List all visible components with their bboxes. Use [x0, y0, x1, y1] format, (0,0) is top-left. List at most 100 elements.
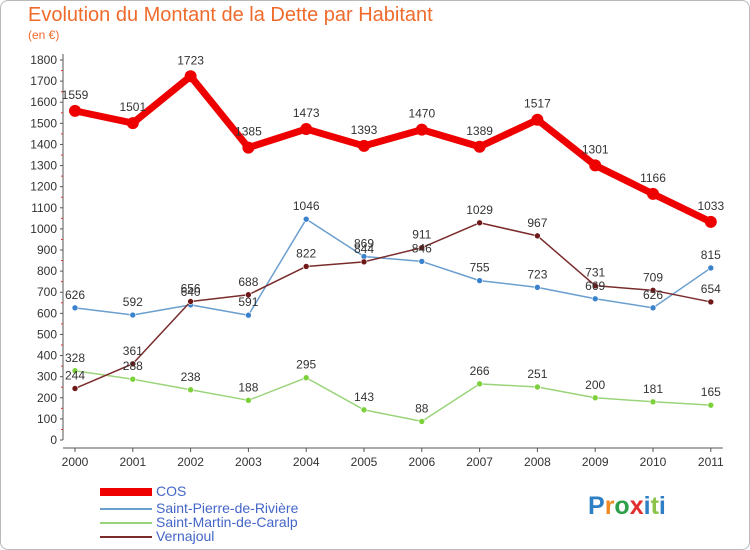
- data-label-0: 1301: [582, 142, 609, 156]
- series-point-2: [418, 418, 426, 425]
- legend-swatch: [100, 508, 152, 510]
- series-point-0: [358, 139, 370, 152]
- series-point-0: [300, 123, 313, 136]
- data-label-3: 1029: [466, 203, 493, 217]
- series-point-0: [126, 117, 139, 130]
- data-label-1: 640: [181, 285, 201, 299]
- series-point-1: [245, 311, 252, 319]
- logo-letter: i: [643, 492, 651, 520]
- y-tick-label: 1000: [30, 222, 57, 236]
- data-label-0: 1389: [466, 124, 493, 138]
- y-tick-label: 100: [37, 412, 57, 426]
- data-label-2: 266: [470, 364, 490, 378]
- series-point-3: [418, 244, 426, 251]
- data-label-0: 1517: [524, 97, 551, 111]
- y-tick-label: 600: [37, 306, 57, 320]
- data-label-1: 669: [585, 279, 605, 293]
- series-point-2: [129, 375, 137, 383]
- x-tick-label: 2003: [235, 455, 262, 469]
- data-label-0: 1033: [697, 199, 724, 213]
- series-point-1: [476, 277, 483, 284]
- chart-data-labels: 1559 1501 1723 1385 1473 1393 1470 1389 1517 1301…: [62, 53, 725, 415]
- logo-letter: P: [588, 492, 605, 520]
- data-label-2: 238: [181, 370, 201, 384]
- legend-label: COS: [156, 483, 187, 499]
- series-point-1: [591, 295, 599, 303]
- y-tick-label: 1800: [30, 53, 57, 67]
- x-tick-label: 2008: [524, 455, 551, 469]
- proxiti-logo: Proxiti: [588, 492, 666, 521]
- y-tick-label: 300: [37, 370, 57, 384]
- y-tick-label: 400: [37, 349, 57, 363]
- y-tick-label: 500: [37, 327, 57, 341]
- data-label-0: 1501: [119, 100, 146, 114]
- data-label-3: 654: [701, 282, 721, 296]
- series-point-2: [649, 398, 657, 406]
- series-point-1: [534, 284, 541, 291]
- data-label-2: 165: [701, 385, 721, 399]
- chart-title: Evolution du Montant de la Dette par Hab…: [28, 4, 433, 26]
- chart-series: [69, 70, 717, 425]
- data-label-2: 288: [123, 359, 143, 373]
- series-point-1: [71, 304, 79, 312]
- series-point-3: [476, 219, 483, 227]
- series-point-1: [649, 304, 657, 312]
- series-point-2: [360, 406, 368, 414]
- series-point-2: [476, 380, 483, 388]
- x-tick-label: 2009: [582, 455, 609, 469]
- series-point-3: [245, 291, 252, 299]
- data-label-3: 244: [65, 368, 85, 382]
- series-point-0: [704, 215, 717, 228]
- x-tick-label: 2001: [119, 455, 146, 469]
- legend-label: Saint-Pierre-de-Rivière: [156, 500, 299, 516]
- data-label-1: 723: [527, 267, 547, 281]
- series-line-0: [74, 72, 713, 226]
- data-label-3: 731: [585, 266, 605, 280]
- series-point-3: [707, 298, 715, 306]
- y-tick-label: 800: [37, 264, 57, 278]
- y-tick-label: 1400: [30, 137, 57, 151]
- data-label-2: 88: [415, 401, 429, 415]
- series-point-0: [69, 104, 81, 117]
- legend-swatch: [100, 536, 152, 538]
- data-label-1: 626: [643, 288, 663, 302]
- series-point-3: [302, 263, 310, 270]
- x-tick-label: 2005: [351, 455, 378, 469]
- y-tick-label: 1700: [30, 74, 57, 88]
- x-tick-label: 2002: [177, 455, 204, 469]
- y-tick-label: 200: [37, 391, 57, 405]
- data-label-0: 1166: [640, 171, 666, 185]
- data-label-2: 188: [238, 380, 258, 394]
- data-label-1: 815: [701, 248, 721, 262]
- x-tick-label: 2004: [293, 455, 320, 469]
- logo-letter: t: [650, 492, 659, 520]
- data-label-1: 755: [470, 261, 490, 275]
- data-label-1: 626: [65, 288, 85, 302]
- series-point-2: [534, 383, 541, 391]
- y-tick-label: 0: [50, 433, 57, 447]
- data-label-0: 1559: [62, 88, 89, 102]
- legend-label: Saint-Martin-de-Caralp: [156, 514, 298, 530]
- x-tick-label: 2011: [698, 455, 724, 469]
- series-point-2: [302, 374, 310, 382]
- logo-letter: x: [629, 492, 644, 520]
- series-point-3: [71, 385, 79, 392]
- logo-letter: o: [614, 492, 630, 520]
- data-label-2: 181: [643, 382, 663, 396]
- y-tick-label: 1300: [30, 159, 57, 173]
- data-label-3: 967: [527, 216, 547, 230]
- series-point-2: [707, 401, 715, 409]
- data-label-0: 1385: [235, 125, 262, 139]
- series-point-3: [187, 298, 194, 305]
- y-tick-label: 1100: [31, 201, 57, 215]
- data-label-0: 1723: [177, 53, 204, 67]
- data-label-0: 1470: [408, 107, 435, 121]
- series-point-2: [591, 394, 599, 402]
- series-point-2: [187, 386, 194, 394]
- x-tick-label: 2000: [62, 455, 89, 469]
- x-tick-label: 2007: [466, 455, 493, 469]
- series-line-2: [74, 370, 711, 423]
- logo-letter: i: [658, 492, 666, 520]
- series-point-3: [360, 258, 368, 266]
